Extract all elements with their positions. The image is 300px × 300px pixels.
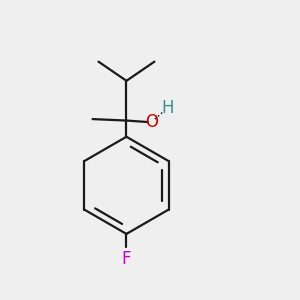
Text: O: O — [145, 113, 158, 131]
Text: H: H — [161, 99, 174, 117]
Text: F: F — [122, 250, 131, 268]
